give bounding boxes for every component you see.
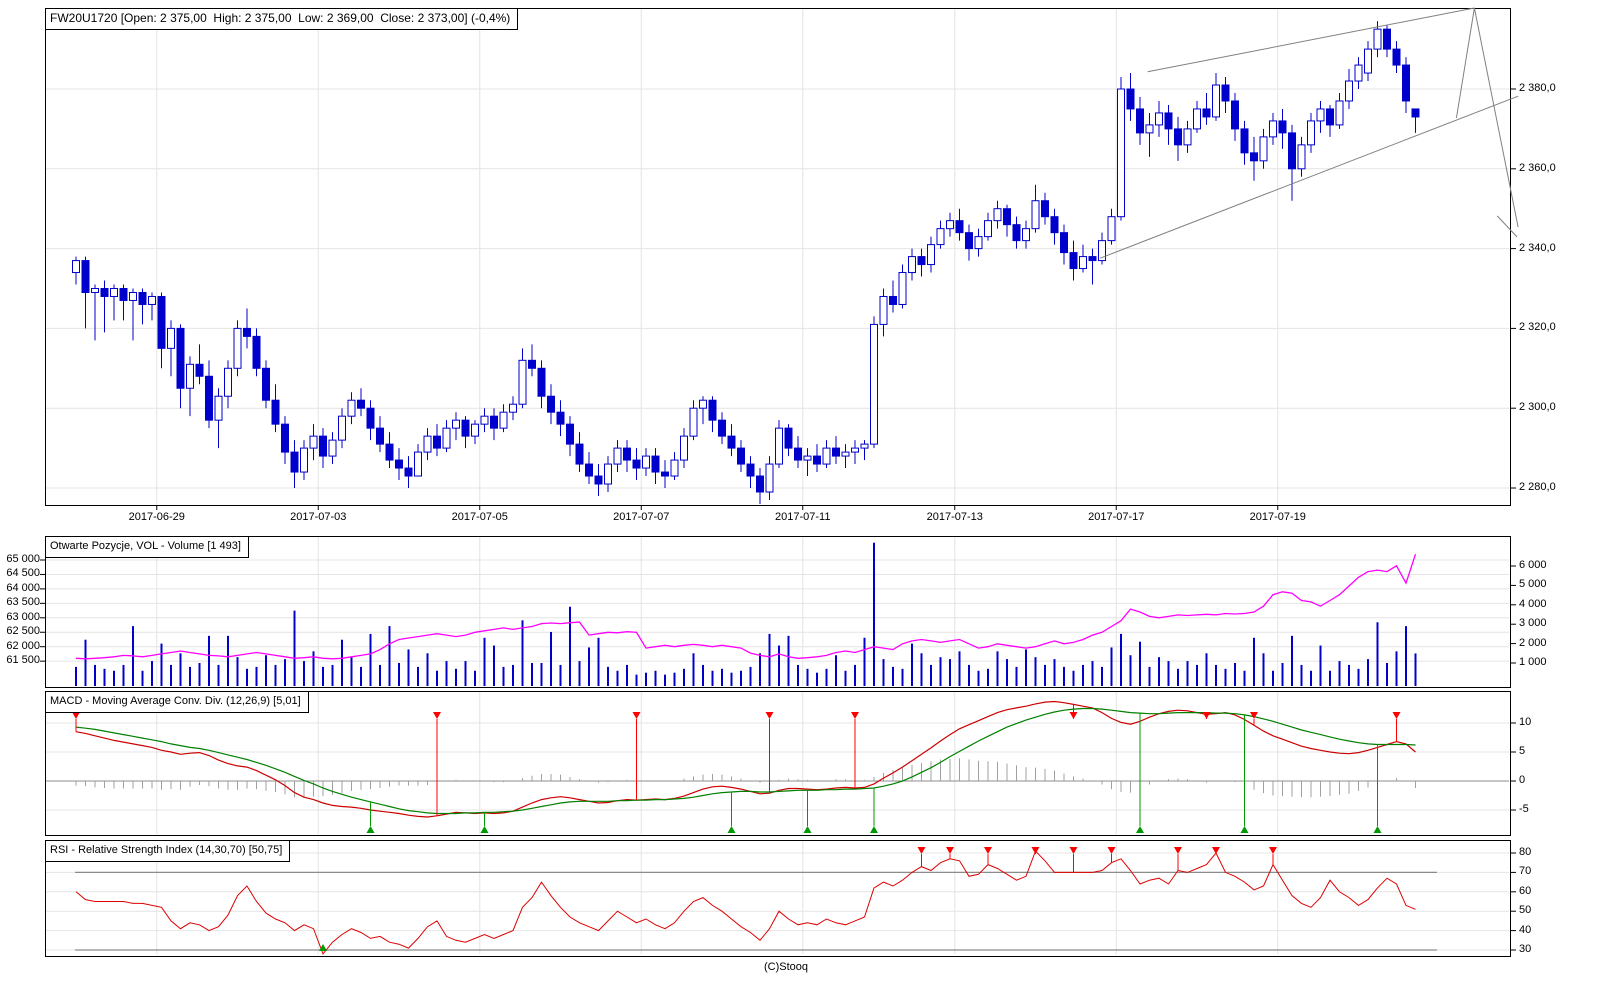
open-interest-axis-label: 61 500 (6, 654, 40, 667)
open-interest-axis-label: 64 500 (6, 567, 40, 580)
price-axis-label: 2 380,0 (1519, 82, 1556, 94)
price-axis-label: 2 360,0 (1519, 161, 1556, 174)
rsi-panel-title: RSI - Relative Strength Index (14,30,70)… (45, 840, 291, 862)
macd-axis-label: 5 (1519, 745, 1526, 757)
rsi-axis-label: 30 (1519, 943, 1532, 955)
open-interest-axis-label: 62 500 (6, 625, 40, 638)
rsi-axis-label: 70 (1519, 865, 1532, 878)
volume-axis-label: 5 000 (1519, 578, 1547, 591)
macd-panel-title: MACD - Moving Average Conv. Div. (12,26,… (45, 691, 309, 713)
macd-axis-label: -5 (1519, 803, 1529, 815)
volume-panel-title: Otwarte Pozycje, VOL - Volume [1 493] (45, 536, 249, 558)
price-axis-label: 2 280,0 (1519, 481, 1556, 493)
open-interest-axis-label: 63 000 (6, 610, 40, 623)
date-axis-label: 2017-07-19 (1249, 511, 1306, 523)
date-axis-label: 2017-07-03 (290, 511, 347, 523)
date-axis-label: 2017-07-13 (926, 511, 983, 523)
macd-axis-label: 10 (1519, 716, 1532, 728)
date-axis-label: 2017-06-29 (128, 511, 185, 523)
open-interest-axis-label: 65 000 (6, 553, 40, 565)
volume-axis-label: 2 000 (1519, 636, 1547, 649)
rsi-axis-label: 40 (1519, 923, 1532, 936)
date-axis-label: 2017-07-05 (451, 511, 508, 523)
volume-panel (45, 536, 1511, 688)
price-axis-label: 2 340,0 (1519, 241, 1556, 254)
open-interest-axis-label: 64 000 (6, 581, 40, 594)
price-panel (45, 8, 1511, 506)
open-interest-axis-label: 63 500 (6, 596, 40, 609)
rsi-panel (45, 840, 1511, 957)
date-axis-label: 2017-07-11 (775, 511, 831, 523)
volume-axis-label: 6 000 (1519, 559, 1547, 571)
rsi-axis-label: 60 (1519, 884, 1532, 897)
volume-axis-label: 3 000 (1519, 617, 1547, 630)
price-panel-title: FW20U1720 [Open: 2 375,00 High: 2 375,00… (45, 8, 519, 30)
date-axis-label: 2017-07-17 (1088, 511, 1145, 523)
open-interest-axis-label: 62 000 (6, 639, 40, 652)
copyright-label: (C)Stooq (764, 961, 809, 973)
volume-axis-label: 4 000 (1519, 597, 1547, 610)
volume-axis-label: 1 000 (1519, 656, 1547, 668)
macd-panel (45, 691, 1511, 836)
rsi-axis-label: 50 (1519, 904, 1532, 917)
price-axis-label: 2 300,0 (1519, 401, 1556, 414)
macd-axis-label: 0 (1519, 774, 1526, 786)
rsi-axis-label: 80 (1519, 846, 1532, 858)
price-axis-label: 2 320,0 (1519, 321, 1556, 334)
date-axis-label: 2017-07-07 (613, 511, 670, 523)
